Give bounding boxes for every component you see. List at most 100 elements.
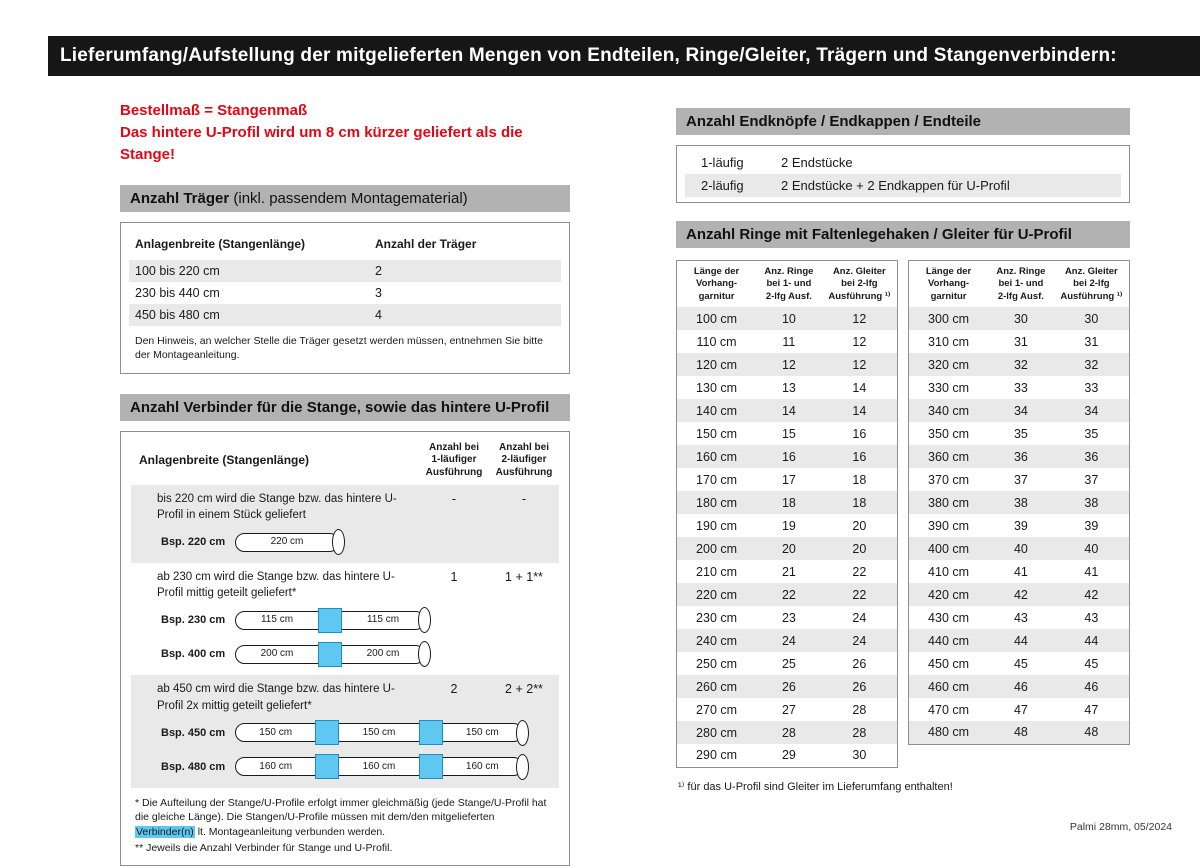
traeger-table: Anlagenbreite (Stangenlänge) Anzahl der … <box>129 229 561 327</box>
value-1laeufig: - <box>451 492 457 507</box>
rod-connector <box>315 720 340 746</box>
length-cell: 150 cm <box>696 426 738 441</box>
rod-connector <box>318 607 342 633</box>
length-cell: 230 cm <box>696 610 738 625</box>
verbinder-highlight: Verbinder(n) <box>135 826 195 839</box>
column-header-laenge: Länge der Vorhang- garnitur <box>925 266 972 302</box>
ring-gleiter-table-right: Länge der Vorhang- garnitur Anz. Ringe b… <box>908 260 1130 745</box>
rod-connector <box>418 754 443 780</box>
traeger-table-box: Anlagenbreite (Stangenlänge) Anzahl der … <box>120 222 570 374</box>
ring-table-row: 340 cm 34 34 <box>908 399 1130 423</box>
endteile-row: 2-läufig 2 Endstücke + 2 Endkappen für U… <box>685 174 1121 197</box>
left-column: Bestellmaß = Stangenmaß Das hintere U-Pr… <box>120 100 570 866</box>
ringe-count-cell: 20 <box>781 541 796 556</box>
ring-table-row: 370 cm 37 37 <box>909 468 1130 491</box>
ringe-footnote: ¹⁾ für das U-Profil sind Gleiter im Lief… <box>678 780 953 793</box>
ringe-count-cell: 42 <box>1013 587 1028 602</box>
order-size-notice: Bestellmaß = Stangenmaß Das hintere U-Pr… <box>120 100 570 165</box>
traeger-row: 450 bis 480 cm 4 <box>129 304 561 327</box>
ring-table-row: 390 cm 39 39 <box>909 514 1130 537</box>
rod-example: Bsp. 450 cm 150 cm 150 cm 150 cm <box>131 718 559 748</box>
column-header-gleiter: Anz. Gleiter bei 2-lfg Ausführung ¹⁾ <box>828 266 891 302</box>
ringe-count-cell: 25 <box>781 656 796 671</box>
rod-connector <box>315 754 340 780</box>
verbinder-block-ab-230: ab 230 cm wird die Stange bzw. das hinte… <box>131 563 559 675</box>
length-cell: 480 cm <box>928 725 970 740</box>
length-cell: 320 cm <box>928 357 970 372</box>
ringe-count-cell: 22 <box>781 587 796 602</box>
example-label: Bsp. 220 cm <box>161 536 226 549</box>
traeger-title-suffix: (inkl. passendem Montagematerial) <box>229 190 468 208</box>
column-header-ringe: Anz. Ringe bei 1- und 2-lfg Ausf. <box>764 266 814 302</box>
rod-endcap-icon <box>516 719 529 746</box>
ring-table-row: 170 cm 17 18 <box>677 468 898 491</box>
gleiter-count-cell: 26 <box>852 679 867 694</box>
range-cell: 230 bis 440 cm <box>135 286 220 301</box>
example-label: Bsp. 230 cm <box>161 614 226 627</box>
traeger-note: Den Hinweis, an welcher Stelle die Träge… <box>135 335 543 362</box>
gleiter-count-cell: 30 <box>1084 311 1099 326</box>
example-label: Bsp. 480 cm <box>161 760 226 773</box>
ring-table-row: 360 cm 36 36 <box>908 445 1130 469</box>
ring-table-row: 160 cm 16 16 <box>676 445 898 469</box>
column-header-anlagenbreite: Anlagenbreite (Stangenlänge) <box>139 453 310 468</box>
rod-segment-label: 115 cm <box>366 614 400 626</box>
block-description: ab 230 cm wird die Stange bzw. das hinte… <box>157 571 395 600</box>
gleiter-count-cell: 30 <box>852 748 867 763</box>
notice-line-1: Bestellmaß = Stangenmaß <box>120 102 308 119</box>
ringe-count-cell: 13 <box>781 380 796 395</box>
value-2laeufig: 2 + 2** <box>505 682 543 697</box>
length-cell: 190 cm <box>696 518 738 533</box>
length-cell: 330 cm <box>928 380 970 395</box>
ring-table-row: 230 cm 23 24 <box>677 606 898 629</box>
ring-table-row: 300 cm 30 30 <box>908 307 1130 331</box>
ringe-count-cell: 37 <box>1013 472 1028 487</box>
length-cell: 160 cm <box>696 449 738 464</box>
gleiter-count-cell: 44 <box>1084 633 1099 648</box>
rod-diagram: 220 cm <box>235 528 345 556</box>
gleiter-count-cell: 22 <box>852 564 867 579</box>
rod-endcap-icon <box>332 529 345 556</box>
gleiter-count-cell: 28 <box>852 725 867 740</box>
ringe-title: Anzahl Ringe mit Faltenlegehaken / Gleit… <box>686 226 1072 243</box>
ring-table-row: 460 cm 46 46 <box>908 675 1130 699</box>
ringe-count-cell: 46 <box>1013 679 1028 694</box>
length-cell: 180 cm <box>696 495 738 510</box>
gleiter-count-cell: 26 <box>852 656 867 671</box>
page-title-bar: Lieferumfang/Aufstellung der mitgeliefer… <box>48 36 1200 76</box>
ring-table-row: 350 cm 35 35 <box>909 422 1130 445</box>
traeger-title: Anzahl Träger <box>130 190 230 208</box>
desc-cell: 2 Endstücke + 2 Endkappen für U-Profil <box>781 178 1010 193</box>
ringe-section-header: Anzahl Ringe mit Faltenlegehaken / Gleit… <box>676 221 1130 248</box>
column-header-anzahl-traeger: Anzahl der Träger <box>375 237 477 252</box>
ring-table-row: 240 cm 24 24 <box>676 629 898 653</box>
ringe-count-cell: 10 <box>781 311 796 326</box>
length-cell: 460 cm <box>928 679 970 694</box>
value-2laeufig: - <box>521 492 527 507</box>
gleiter-count-cell: 46 <box>1084 679 1099 694</box>
footnote-1-pre: * Die Aufteilung der Stange/U-Profile er… <box>135 796 547 824</box>
range-cell: 450 bis 480 cm <box>135 308 220 323</box>
length-cell: 470 cm <box>928 702 970 717</box>
verbinder-header-row: Anlagenbreite (Stangenlänge) Anzahl bei … <box>131 438 559 486</box>
gleiter-count-cell: 48 <box>1084 725 1099 740</box>
ringe-count-cell: 44 <box>1013 633 1028 648</box>
verbinder-title: Anzahl Verbinder für die Stange, sowie d… <box>130 398 550 416</box>
traeger-row: 100 bis 220 cm 2 <box>129 260 561 283</box>
length-cell: 380 cm <box>928 495 970 510</box>
rod-endcap-icon <box>418 641 431 668</box>
ring-table-row: 130 cm 13 14 <box>677 376 898 399</box>
gleiter-count-cell: 24 <box>852 610 867 625</box>
column-header-ringe: Anz. Ringe bei 1- und 2-lfg Ausf. <box>996 266 1046 302</box>
ringe-count-cell: 29 <box>781 748 796 763</box>
ring-table-row: 280 cm 28 28 <box>676 721 898 745</box>
ring-table-row: 440 cm 44 44 <box>908 629 1130 653</box>
rod-segment-label: 160 cm <box>465 760 499 772</box>
rod-diagram: 115 cm 115 cm <box>235 606 431 634</box>
ring-table-row: 260 cm 26 26 <box>676 675 898 699</box>
ringe-count-cell: 14 <box>781 403 796 418</box>
gleiter-count-cell: 22 <box>852 587 867 602</box>
length-cell: 400 cm <box>928 541 970 556</box>
rod-diagram: 160 cm 160 cm 160 cm <box>235 753 529 781</box>
endteile-section-header: Anzahl Endknöpfe / Endkappen / Endteile <box>676 108 1130 135</box>
